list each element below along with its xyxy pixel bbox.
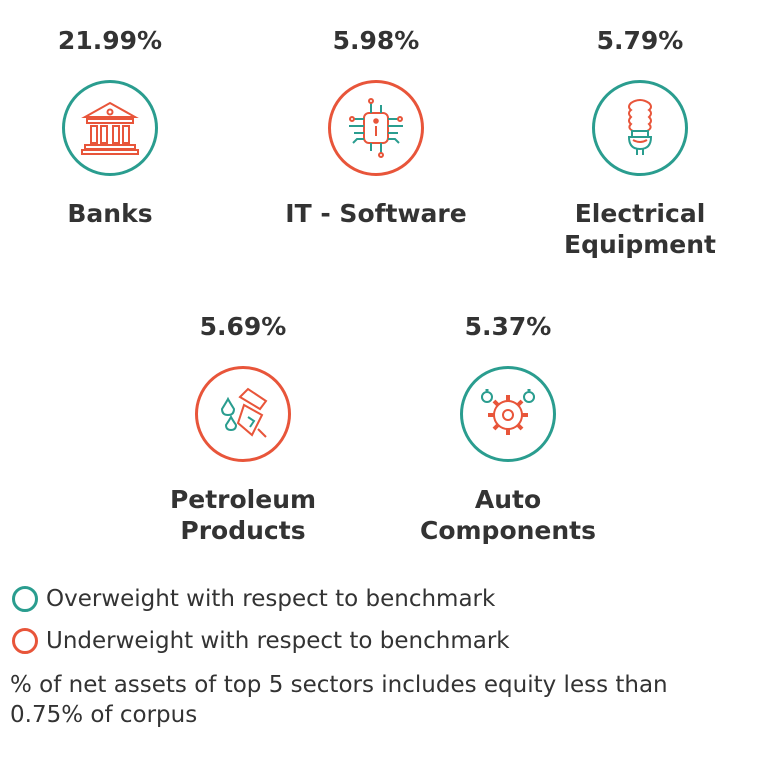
- sector-name: Petroleum Products: [169, 485, 317, 545]
- sector-percent: 5.69%: [199, 312, 287, 341]
- overweight-circle: [460, 366, 556, 462]
- light-bulb-icon: [627, 99, 653, 155]
- sector-percent: 5.79%: [596, 26, 684, 55]
- sector-petroleum-products: 5.69% Petroleum Products: [133, 312, 353, 546]
- overweight-legend-circle-icon: [12, 586, 38, 612]
- sector-auto-components: 5.37% Auto Components: [398, 312, 618, 546]
- overweight-circle: [62, 80, 158, 176]
- footnote: % of net assets of top 5 sectors include…: [10, 672, 668, 728]
- sector-percent: 5.98%: [332, 26, 420, 55]
- sector-banks: 21.99% Banks: [0, 26, 220, 229]
- bank-icon: [81, 101, 139, 155]
- underweight-circle: [195, 366, 291, 462]
- sector-percent: 5.37%: [464, 312, 552, 341]
- overweight-circle: [592, 80, 688, 176]
- gears-icon: [481, 389, 535, 435]
- sector-name: Auto Components: [419, 485, 597, 545]
- legend-underweight-label: Underweight with respect to benchmark: [46, 628, 510, 654]
- sector-percent: 21.99%: [57, 26, 163, 55]
- chip-icon: [349, 98, 403, 158]
- sector-electrical-equipment: 5.79% Electrical Equipment: [530, 26, 750, 260]
- legend-underweight: Underweight with respect to benchmark: [12, 628, 510, 654]
- sector-name: Banks: [67, 199, 153, 228]
- legend-overweight: Overweight with respect to benchmark: [12, 586, 495, 612]
- sector-name: Electrical Equipment: [564, 199, 716, 259]
- sector-it-software: 5.98% IT - Software: [266, 26, 486, 229]
- fuel-nozzle-icon: [220, 387, 268, 438]
- underweight-legend-circle-icon: [12, 628, 38, 654]
- sector-name: IT - Software: [285, 199, 467, 228]
- underweight-circle: [328, 80, 424, 176]
- legend-overweight-label: Overweight with respect to benchmark: [46, 586, 496, 612]
